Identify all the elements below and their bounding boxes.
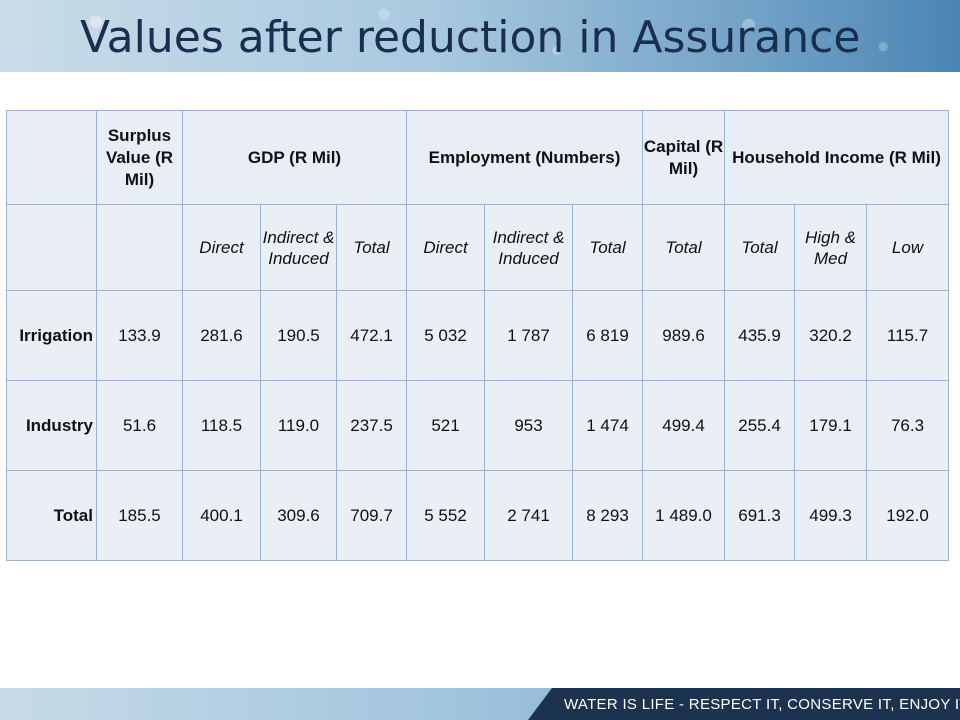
row-label: Industry	[6, 380, 97, 471]
row-label: Total	[6, 470, 97, 561]
subheader-cell: Total	[642, 204, 726, 291]
table-cell: 190.5	[260, 290, 337, 381]
footer-bar: WATER IS LIFE - RESPECT IT, CONSERVE IT,…	[0, 688, 960, 720]
table-cell: 76.3	[866, 380, 950, 471]
table-cell: 1 489.0	[642, 470, 726, 561]
table-cell: 499.3	[794, 470, 868, 561]
header-capital: Capital (R Mil)	[642, 110, 726, 205]
table-cell: 1 787	[484, 290, 574, 381]
table-cell: 953	[484, 380, 574, 471]
subheader-cell: Indirect & Induced	[260, 204, 337, 291]
table-cell: 5 552	[406, 470, 486, 561]
table-cell: 472.1	[335, 290, 408, 381]
footer-tagline: WATER IS LIFE - RESPECT IT, CONSERVE IT,…	[564, 696, 960, 713]
table-cell: 115.7	[866, 290, 950, 381]
table-cell: 192.0	[866, 470, 950, 561]
table-cell: 5 032	[406, 290, 486, 381]
results-table: Surplus Value (R Mil) GDP (R Mil) Employ…	[6, 110, 950, 561]
footer-tagline-banner: WATER IS LIFE - RESPECT IT, CONSERVE IT,…	[528, 688, 960, 720]
subheader-cell: Direct	[182, 204, 261, 291]
table-row: Industry 51.6 118.5 119.0 237.5 521 953 …	[6, 380, 950, 471]
table-cell: 691.3	[724, 470, 796, 561]
table-cell: 255.4	[724, 380, 796, 471]
table-cell: 320.2	[794, 290, 868, 381]
subheader-empty	[6, 204, 97, 291]
table-cell: 709.7	[335, 470, 408, 561]
table-cell: 51.6	[96, 380, 183, 471]
title-banner	[0, 0, 960, 72]
subheader-cell: Total	[724, 204, 796, 291]
table-cell: 237.5	[335, 380, 408, 471]
table-cell: 2 741	[484, 470, 574, 561]
subheader-cell: Total	[572, 204, 644, 291]
table-cell: 8 293	[572, 470, 644, 561]
table-cell: 521	[406, 380, 486, 471]
table-cell: 309.6	[260, 470, 337, 561]
table-cell: 185.5	[96, 470, 183, 561]
table-cell: 400.1	[182, 470, 261, 561]
empty-corner-cell	[6, 110, 97, 205]
header-surplus-value: Surplus Value (R Mil)	[96, 110, 183, 205]
header-household-income: Household Income (R Mil)	[724, 110, 950, 205]
table-cell: 118.5	[182, 380, 261, 471]
table-cell: 179.1	[794, 380, 868, 471]
subheader-cell: Low	[866, 204, 950, 291]
table-cell: 989.6	[642, 290, 726, 381]
table-cell: 1 474	[572, 380, 644, 471]
table-cell: 281.6	[182, 290, 261, 381]
header-employment: Employment (Numbers)	[406, 110, 644, 205]
subheader-cell: Indirect & Induced	[484, 204, 574, 291]
table-cell: 435.9	[724, 290, 796, 381]
table-cell: 6 819	[572, 290, 644, 381]
subheader-cell: High & Med	[794, 204, 868, 291]
table-cell: 119.0	[260, 380, 337, 471]
subheader-cell: Direct	[406, 204, 486, 291]
slide-title: Values after reduction in Assurance	[80, 12, 861, 63]
subheader-empty	[96, 204, 183, 291]
table-cell: 133.9	[96, 290, 183, 381]
table-row: Irrigation 133.9 281.6 190.5 472.1 5 032…	[6, 290, 950, 381]
subheader-cell: Total	[335, 204, 408, 291]
row-label: Irrigation	[6, 290, 97, 381]
header-gdp: GDP (R Mil)	[181, 110, 408, 205]
table-row: Total 185.5 400.1 309.6 709.7 5 552 2 74…	[6, 470, 950, 561]
table-cell: 499.4	[642, 380, 726, 471]
